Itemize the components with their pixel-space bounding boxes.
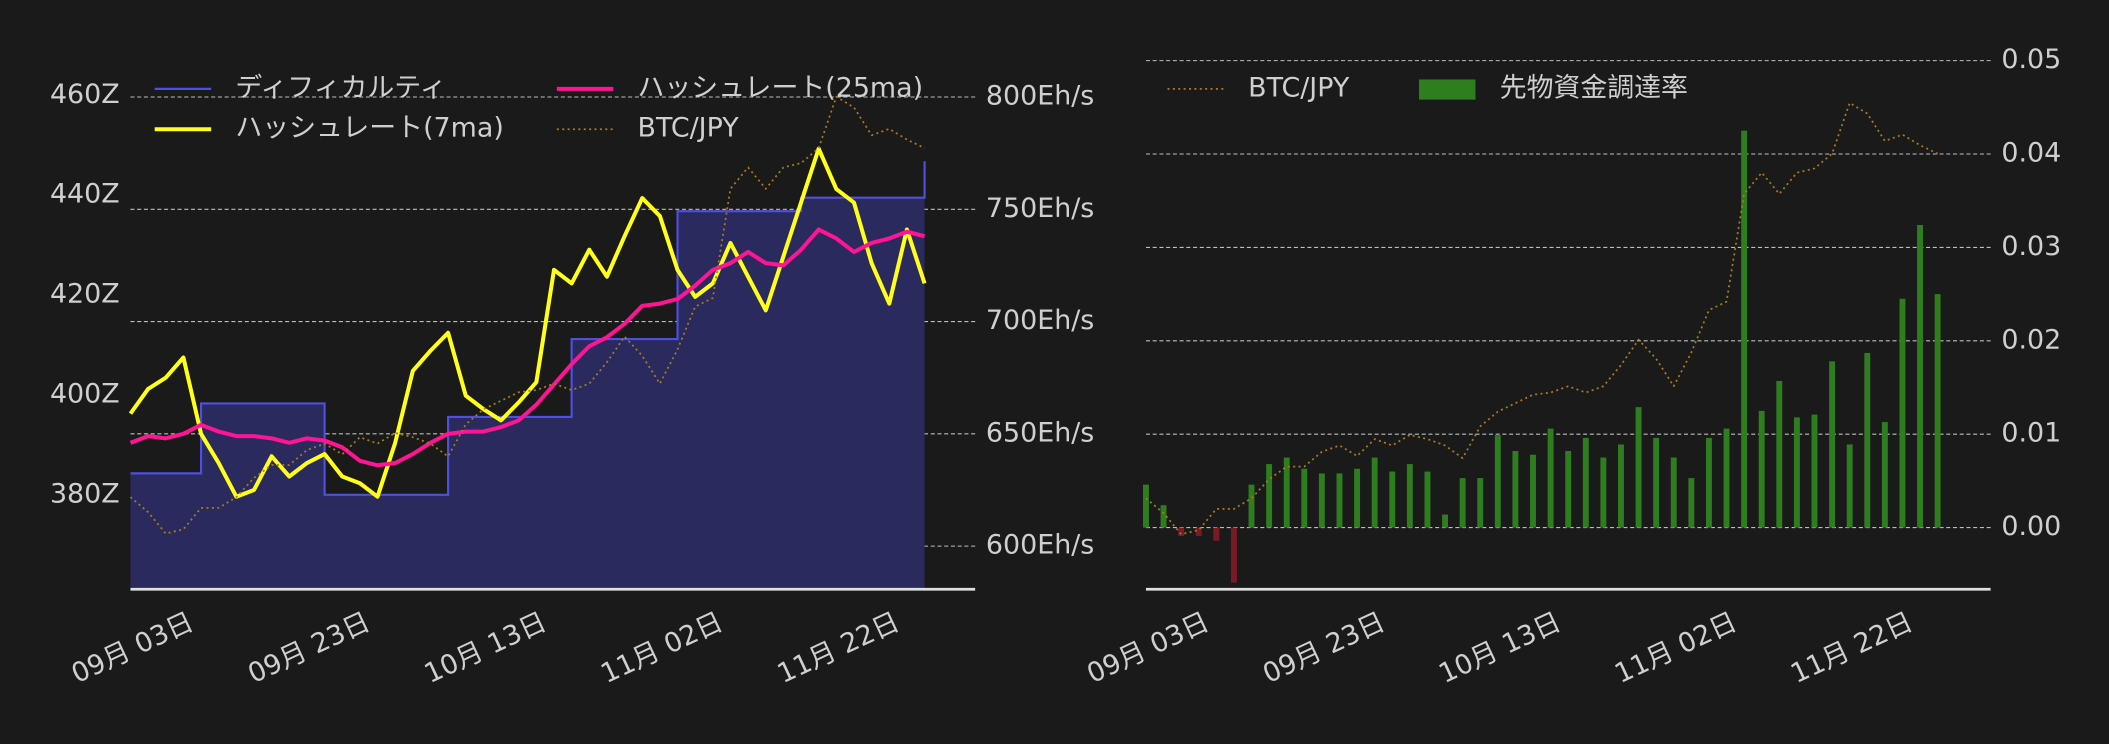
bar [1811, 414, 1818, 528]
y-tick-label: 460Z [50, 79, 120, 110]
bar [1318, 473, 1325, 528]
y-tick-label: 0.01 [2001, 418, 2061, 449]
y-tick-label: 0.02 [2001, 324, 2061, 355]
area [130, 161, 925, 590]
y2-tick-label: 650Eh/s [986, 417, 1094, 448]
legend-swatch [1419, 79, 1476, 100]
bar [1442, 514, 1449, 528]
y-tick-label: 0.05 [2001, 44, 2061, 75]
legend-label: ハッシュレート(25ma) [638, 72, 924, 103]
y-tick-label: 400Z [50, 378, 120, 409]
bar [1618, 444, 1624, 528]
bar [1688, 478, 1695, 528]
legend-label: ディフィカルティ [235, 72, 446, 103]
bar [1530, 454, 1536, 528]
legend-label: BTC/JPY [1248, 72, 1350, 103]
bar [1301, 468, 1308, 528]
line [128, 146, 927, 499]
bar [1371, 457, 1378, 528]
bar [1389, 471, 1396, 528]
bar [1582, 437, 1589, 528]
bar [1248, 484, 1255, 528]
bar [1917, 224, 1924, 528]
legend-label: 先物資金調達率 [1500, 72, 1688, 103]
bar [1899, 298, 1906, 528]
bar [1741, 130, 1748, 528]
legend-label: ハッシュレート(7ma) [235, 113, 503, 144]
bar [1178, 527, 1185, 536]
y-tick-label: 440Z [50, 179, 120, 210]
legend-label: BTC/JPY [638, 113, 740, 144]
bar [1283, 457, 1290, 528]
bar [1477, 478, 1484, 528]
bar [1565, 451, 1572, 528]
line [129, 227, 926, 468]
bar [1195, 527, 1202, 536]
bar [1213, 527, 1220, 541]
y2-tick-label: 600Eh/s [986, 530, 1094, 561]
bar [1846, 444, 1853, 528]
y2-tick-label: 750Eh/s [986, 193, 1094, 224]
dotted-line [1145, 102, 1939, 536]
bar [1723, 428, 1730, 528]
bar [1143, 484, 1149, 528]
bar [1635, 407, 1642, 528]
y-tick-label: 380Z [50, 478, 120, 509]
bar [1494, 435, 1501, 528]
bar [1230, 527, 1237, 583]
bar [1406, 464, 1413, 528]
bar [1758, 410, 1765, 528]
y2-tick-label: 700Eh/s [986, 305, 1094, 336]
bar [1459, 478, 1466, 528]
bar [1864, 352, 1871, 528]
bar [1934, 294, 1941, 528]
bar [1424, 471, 1431, 528]
y2-tick-label: 800Eh/s [986, 81, 1094, 112]
y-tick-label: 0.04 [2001, 138, 2061, 169]
bar [1793, 417, 1800, 528]
bar [1776, 380, 1783, 528]
bar [1705, 437, 1712, 528]
dotted-line [129, 95, 925, 535]
bar [1547, 428, 1554, 528]
bar [1266, 464, 1273, 528]
bar [1670, 457, 1677, 528]
bar [1600, 457, 1607, 528]
bar [1653, 437, 1660, 528]
y-tick-label: 0.03 [2001, 231, 2061, 262]
bar [1336, 473, 1343, 528]
bar [1160, 505, 1167, 528]
y-tick-label: 420Z [50, 279, 120, 310]
y-tick-label: 0.00 [2001, 511, 2061, 542]
bar [1354, 468, 1361, 528]
bar [1881, 422, 1888, 528]
bar [1512, 451, 1519, 528]
bar [1829, 361, 1836, 528]
